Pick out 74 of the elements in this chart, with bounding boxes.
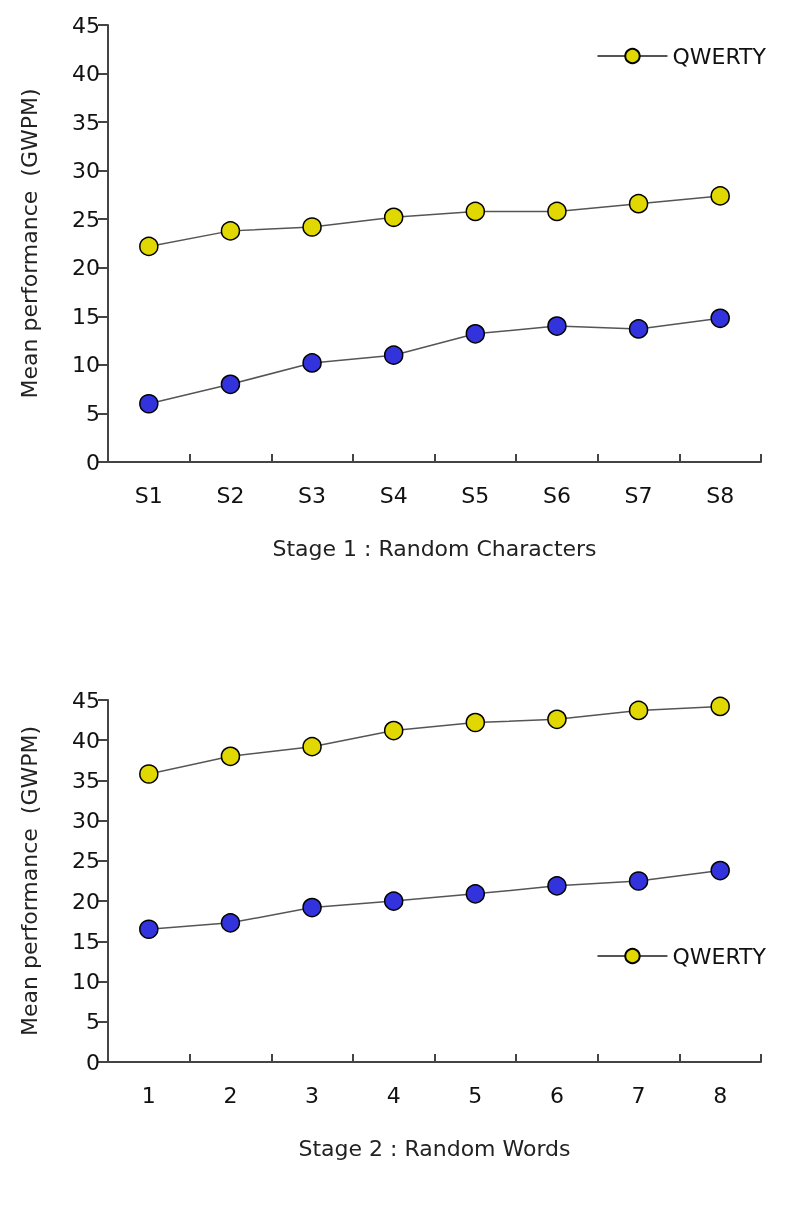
point [710, 308, 730, 329]
y-tick-label: 40 [72, 61, 100, 87]
x-tick-label: S3 [298, 482, 327, 508]
y-tick-label: 15 [72, 303, 100, 329]
point [139, 919, 159, 940]
point [465, 884, 486, 904]
y-tick-label: 35 [72, 767, 100, 793]
point [710, 696, 730, 717]
y-tick-label: 35 [72, 109, 100, 135]
legend-label: QWERTY [672, 43, 767, 69]
y-tick-label: 20 [72, 888, 100, 914]
x-axis-title: Stage 2 : Random Words [298, 1135, 571, 1161]
point [383, 891, 404, 911]
point [628, 871, 649, 891]
x-tick-label: 5 [468, 1082, 483, 1108]
x-tick-label: S6 [542, 482, 571, 508]
point [302, 897, 322, 918]
x-tick-label: S7 [624, 482, 653, 508]
x-tick-label: S4 [379, 482, 408, 508]
point [383, 207, 404, 228]
x-tick-label: 7 [631, 1082, 646, 1108]
x-tick-label: S1 [134, 482, 163, 508]
y-tick-label: 10 [72, 352, 100, 378]
point [220, 221, 241, 241]
y-tick-label: 25 [72, 206, 100, 232]
y-tick-label: 20 [72, 255, 100, 281]
point [628, 193, 649, 214]
point [139, 236, 159, 257]
point [465, 201, 486, 222]
y-tick-label: 40 [72, 727, 100, 753]
point [465, 712, 486, 733]
x-tick-label: 8 [713, 1082, 728, 1108]
x-tick-label: 1 [141, 1082, 156, 1108]
y-tick-label: 0 [86, 1049, 100, 1075]
point [628, 700, 649, 721]
y-tick-label: 5 [86, 1009, 100, 1035]
point [302, 353, 322, 373]
y-axis-title: Mean performance (GWPM) [16, 88, 42, 399]
y-tick-label: 45 [72, 687, 100, 713]
y-tick-label: 15 [72, 928, 100, 954]
point [710, 186, 730, 206]
x-tick-label: S8 [706, 482, 735, 508]
point [710, 860, 730, 881]
x-axis-title: Stage 1 : Random Characters [272, 535, 597, 561]
point [220, 913, 241, 933]
y-tick-label: 45 [72, 12, 100, 38]
point [220, 746, 241, 767]
point [220, 374, 241, 395]
x-tick-label: 6 [549, 1082, 564, 1108]
x-tick-label: 4 [386, 1082, 401, 1108]
point [139, 764, 159, 784]
y-tick-label: 5 [86, 400, 100, 426]
y-tick-label: 30 [72, 808, 100, 834]
point [139, 393, 159, 414]
y-tick-label: 0 [86, 449, 100, 475]
x-tick-label: 3 [305, 1082, 320, 1108]
point [383, 720, 404, 741]
x-tick-label: S2 [216, 482, 245, 508]
point [383, 345, 404, 365]
legend-label: QWERTY [672, 943, 767, 969]
point [547, 201, 567, 222]
point [628, 319, 649, 339]
y-tick-label: 10 [72, 969, 100, 995]
y-tick-label: 30 [72, 158, 100, 184]
point [302, 217, 322, 237]
x-tick-label: 2 [223, 1082, 238, 1108]
y-axis-title: Mean performance (GWPM) [16, 725, 42, 1037]
point [547, 876, 567, 896]
point [547, 709, 567, 730]
point [302, 736, 322, 757]
y-tick-label: 25 [72, 848, 100, 874]
point [547, 316, 567, 336]
point [465, 324, 486, 344]
x-tick-label: S5 [461, 482, 490, 508]
